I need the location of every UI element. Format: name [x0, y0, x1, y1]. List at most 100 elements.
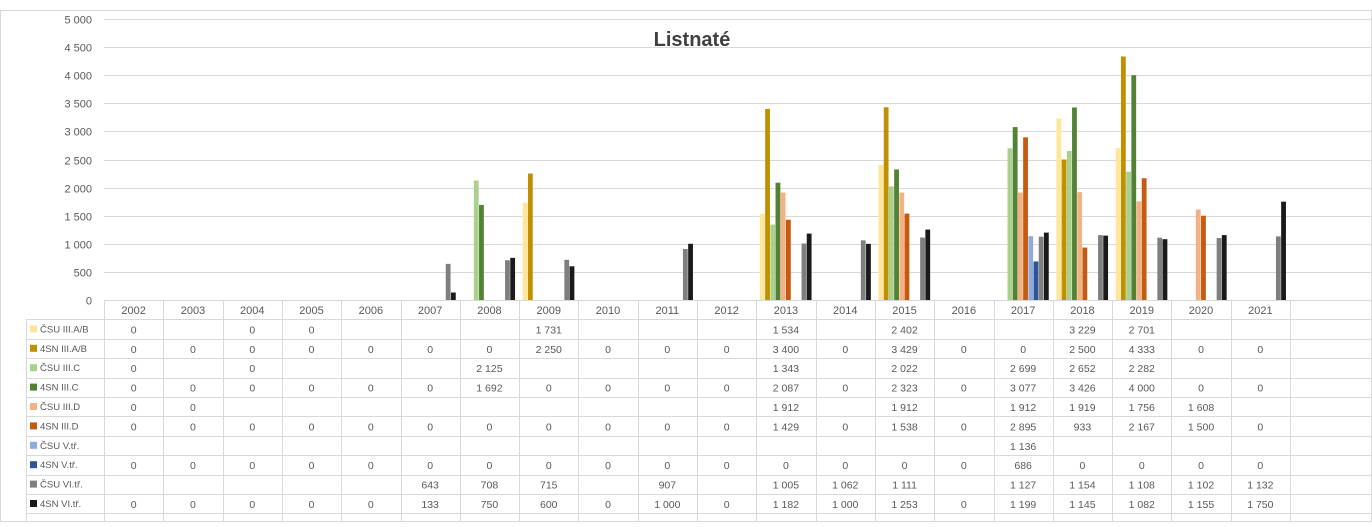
data-label: 0	[1198, 460, 1204, 472]
legend-label-2: ČSU III.C	[40, 363, 80, 374]
data-label: 1 253	[891, 499, 917, 511]
data-label: 0	[605, 499, 611, 511]
bar-2021-8	[1275, 236, 1281, 300]
data-label: 0	[249, 363, 255, 375]
legend-key-5	[30, 422, 37, 430]
data-label: 0	[1257, 383, 1263, 395]
data-label: 0	[131, 363, 137, 375]
x-tick-label: 2013	[774, 305, 798, 317]
bar-2020-5	[1201, 215, 1206, 300]
data-label: 1 000	[654, 499, 680, 511]
x-tick-label: 2016	[952, 305, 976, 317]
legend-label-8: ČSU VI.tř.	[40, 480, 83, 491]
bar-2017-7	[1033, 261, 1039, 300]
bar-2015-8	[920, 237, 925, 300]
bar-2018-3	[1072, 107, 1077, 300]
data-label: 0	[309, 383, 315, 395]
data-label: 1 538	[891, 421, 917, 433]
bar-2019-2	[1126, 171, 1131, 300]
data-label: 0	[664, 460, 670, 472]
x-tick-label: 2004	[240, 305, 264, 317]
bar-2013-5	[785, 219, 791, 300]
y-tick-label: 1 000	[64, 240, 92, 252]
data-label: 0	[427, 460, 433, 472]
data-label: 0	[724, 499, 730, 511]
data-label: 1 102	[1188, 480, 1214, 492]
legend-label-0: ČSU III.A/B	[40, 324, 89, 335]
data-label: 0	[1080, 460, 1086, 472]
bar-2018-1	[1061, 159, 1067, 300]
data-label: 0	[249, 344, 255, 356]
x-tick-label: 2012	[714, 305, 738, 317]
data-label: 715	[540, 480, 558, 492]
data-label: 1 731	[536, 324, 562, 336]
bar-2013-0	[759, 213, 765, 300]
data-label: 0	[724, 421, 730, 433]
data-label: 2 699	[1010, 363, 1036, 375]
bar-2018-0	[1056, 118, 1062, 300]
bar-2017-6	[1028, 236, 1034, 300]
legend-key-3	[30, 383, 37, 391]
data-label: 2 323	[891, 383, 917, 395]
data-label: 0	[1198, 344, 1204, 356]
bar-2019-3	[1131, 75, 1137, 300]
y-tick-label: 500	[74, 268, 92, 280]
data-label: 0	[190, 421, 196, 433]
legend-key-7	[30, 461, 37, 469]
bar-2019-1	[1120, 56, 1126, 301]
x-tick-label: 2014	[833, 305, 857, 317]
bar-2018-4	[1077, 192, 1083, 300]
data-label: 0	[427, 383, 433, 395]
data-label: 0	[724, 344, 730, 356]
bar-2017-2	[1007, 148, 1013, 300]
data-label: 2 125	[476, 363, 502, 375]
data-label: 1 919	[1069, 402, 1095, 414]
data-label: 0	[546, 421, 552, 433]
x-tick-label: 2019	[1130, 305, 1154, 317]
legend-key-4	[30, 403, 37, 410]
data-label: 3 426	[1069, 383, 1095, 395]
data-label: 0	[546, 383, 552, 395]
data-label: 0	[427, 421, 433, 433]
x-tick-label: 2017	[1011, 305, 1035, 317]
bar-2020-4	[1195, 209, 1201, 300]
y-tick-label: 3 000	[64, 127, 92, 139]
x-tick-label: 2018	[1070, 305, 1094, 317]
chart-title: Listnaté	[654, 29, 731, 51]
data-label: 0	[131, 344, 137, 356]
data-label: 1 127	[1010, 480, 1036, 492]
legend-key-6	[30, 441, 37, 449]
data-label: 907	[659, 480, 677, 492]
bar-2019-8	[1157, 237, 1163, 300]
bar-2008-3	[479, 204, 484, 300]
data-label: 0	[131, 421, 137, 433]
data-label: 643	[421, 480, 439, 492]
data-label: 0	[368, 383, 374, 395]
data-label: 0	[190, 499, 196, 511]
data-label: 1 132	[1247, 480, 1273, 492]
data-label: 0	[487, 344, 493, 356]
data-label: 2 167	[1129, 421, 1155, 433]
data-label: 1 608	[1188, 402, 1214, 414]
data-label: 750	[481, 499, 499, 511]
data-label: 0	[309, 460, 315, 472]
data-label: 0	[961, 499, 967, 511]
bar-2019-9	[1162, 239, 1168, 300]
x-tick-label: 2008	[477, 305, 501, 317]
x-tick-label: 2003	[181, 305, 205, 317]
legend-label-1: 4SN III.A/B	[40, 344, 87, 355]
x-tick-label: 2007	[418, 305, 442, 317]
data-label: 1 062	[832, 480, 858, 492]
y-tick-label: 4 000	[64, 71, 92, 83]
data-label: 1 108	[1129, 480, 1155, 492]
bar-2019-0	[1115, 148, 1121, 300]
data-label: 0	[783, 460, 789, 472]
data-label: 1 429	[773, 421, 799, 433]
data-label: 0	[309, 344, 315, 356]
legend-label-5: 4SN III.D	[40, 421, 79, 432]
y-tick-label: 2 500	[64, 156, 92, 168]
data-label: 1 199	[1010, 499, 1036, 511]
legend-key-9	[30, 500, 37, 507]
data-label: 2 022	[891, 363, 917, 375]
